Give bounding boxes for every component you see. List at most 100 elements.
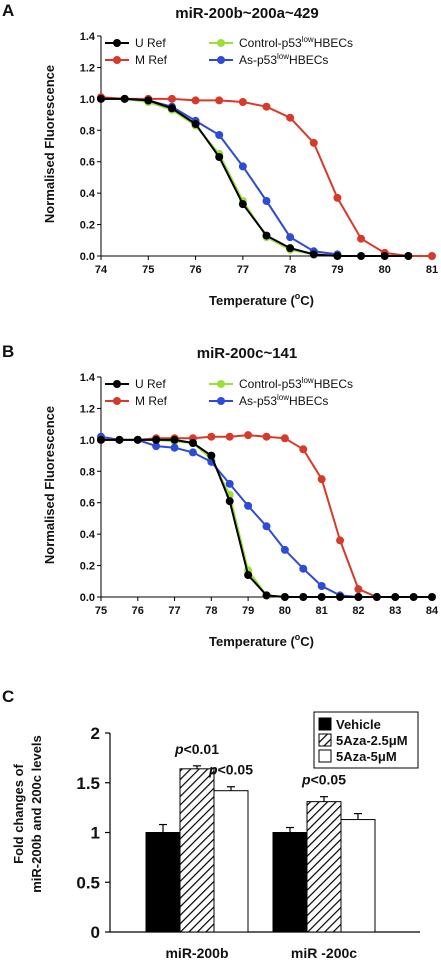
data-point-b xyxy=(262,432,271,441)
x-tick-label-b: 77 xyxy=(168,605,180,617)
x-tick-label-a: 74 xyxy=(95,264,108,276)
data-point-a xyxy=(333,252,342,260)
x-tick-label-a: 79 xyxy=(331,264,343,276)
y-tick-label-c: 0 xyxy=(91,923,100,942)
data-point-b xyxy=(354,593,363,601)
x-axis-label-b-end: C) xyxy=(300,634,314,649)
y-tick-label-b: 0.0 xyxy=(80,592,95,604)
series-line-a xyxy=(101,97,338,256)
data-point-b xyxy=(225,497,234,506)
legend-entry-label: U Ref xyxy=(135,377,166,391)
legend-swatch-marker xyxy=(113,56,121,64)
x-tick-label-b: 83 xyxy=(389,605,401,617)
legend-swatch-marker xyxy=(217,39,225,47)
y-tick-label-b: 0.8 xyxy=(80,466,95,478)
legend-entry-label: As-p53lowHBECs xyxy=(239,52,328,67)
x-axis-label-b-main: Temperature ( xyxy=(209,634,295,649)
series-line-b xyxy=(101,434,378,598)
x-axis-label-a-main: Temperature ( xyxy=(209,293,295,308)
x-axis-label-a-sup: o xyxy=(295,291,301,301)
data-point-a xyxy=(167,104,176,113)
legend-entry-label: M Ref xyxy=(135,53,168,67)
legend-swatch-marker xyxy=(217,397,225,405)
p-value-annotation: p<0.05 xyxy=(208,762,253,778)
data-point-b xyxy=(188,439,197,447)
y-tick-label-c: 1.5 xyxy=(76,774,100,793)
panel-a: A miR-200b~200a~429 Normalised Fluoresce… xyxy=(2,1,438,308)
plot-area-b: 0.0 0.2 0.4 0.6 0.8 1.0 1.2 1.4 75 76 77 78 79 80 81 82… xyxy=(80,372,439,617)
legend-swatch-marker xyxy=(113,39,121,47)
y-tick-label-a: 1.4 xyxy=(80,31,96,43)
data-point-b xyxy=(299,564,308,573)
series-line-b xyxy=(100,435,359,598)
data-point-b xyxy=(317,593,326,601)
x-tick-label-a: 75 xyxy=(142,264,154,276)
y-tick-label-b: 0.2 xyxy=(80,561,95,573)
data-point-b xyxy=(97,435,105,444)
y-tick-label-c: 1 xyxy=(91,824,100,843)
data-point-b xyxy=(372,593,381,601)
data-point-b xyxy=(133,435,142,444)
x-tick-label-a: 77 xyxy=(237,264,249,276)
x-tick-label-b: 79 xyxy=(242,605,254,617)
data-point-b xyxy=(225,432,234,441)
data-point-a xyxy=(309,138,318,147)
legend-a: U Ref M Ref Control-p53lowHBECs As-p53lowHB… xyxy=(105,35,353,67)
legend-swatch-marker xyxy=(113,397,121,405)
y-tick-label-b: 1.4 xyxy=(80,372,96,384)
data-point-b xyxy=(336,593,345,601)
legend-entry-label: U Ref xyxy=(135,36,166,50)
data-point-a xyxy=(286,233,295,242)
data-point-b xyxy=(428,593,436,601)
data-point-a xyxy=(357,234,366,243)
data-point-b xyxy=(280,593,289,601)
data-point-a xyxy=(167,94,176,103)
data-point-b xyxy=(299,593,308,601)
panel-b: B miR-200c~141 Normalised Fluorescence T… xyxy=(2,342,439,649)
legend-swatch-c xyxy=(318,749,332,763)
data-point-b xyxy=(280,434,289,443)
legend-b: U Ref M Ref Control-p53lowHBECs As-p53lowHB… xyxy=(105,376,353,408)
x-tick-label-b: 76 xyxy=(132,605,144,617)
data-point-a xyxy=(238,200,247,209)
data-point-a xyxy=(428,252,436,260)
plot-area-a: 0.0 0.2 0.4 0.6 0.8 1.0 1.2 1.4 74 75 76 77 78 79 80 81… xyxy=(80,31,438,276)
bar-0-0 xyxy=(145,832,181,933)
data-point-b xyxy=(244,431,253,440)
y-tick-label-a: 0.4 xyxy=(80,188,96,200)
data-point-a xyxy=(191,96,200,105)
legend-entry-label: Control-p53lowHBECs xyxy=(239,35,353,50)
x-tick-label-b: 80 xyxy=(279,605,291,617)
legend-swatch-marker xyxy=(113,380,121,388)
y-tick-label-a: 1.0 xyxy=(80,94,95,106)
x-tick-label-a: 76 xyxy=(189,264,201,276)
data-point-a xyxy=(286,113,295,122)
y-tick-label-b: 1.0 xyxy=(80,435,95,447)
y-tick-label-a: 0.0 xyxy=(80,251,95,263)
data-point-b xyxy=(299,445,308,454)
data-point-b xyxy=(207,432,216,441)
data-point-a xyxy=(238,162,247,171)
legend-swatch-marker xyxy=(217,380,225,388)
panel-c: C Fold changes of miR-200b and 200c leve… xyxy=(2,687,420,961)
data-point-a xyxy=(215,153,224,161)
data-point-b xyxy=(391,593,400,601)
y-axis-label-a: Normalised Fluorescence xyxy=(42,65,57,223)
x-axis-label-b: Temperature (oC) xyxy=(209,632,314,649)
data-point-a xyxy=(262,197,271,205)
y-tick-label-b: 0.6 xyxy=(80,498,95,510)
data-point-a xyxy=(97,94,105,103)
data-point-b xyxy=(170,435,179,444)
panel-label-a: A xyxy=(2,1,14,20)
data-point-a xyxy=(286,244,295,253)
chart-title-a: miR-200b~200a~429 xyxy=(175,5,318,22)
x-axis-label-a: Temperature (oC) xyxy=(209,291,314,308)
data-point-b xyxy=(317,582,326,590)
data-point-a xyxy=(191,120,200,128)
category-label: miR-200b xyxy=(165,945,228,961)
data-point-a xyxy=(380,252,389,260)
y-tick-label-b: 0.4 xyxy=(80,529,96,541)
bar-1-0 xyxy=(272,832,308,933)
data-point-b xyxy=(207,451,216,460)
